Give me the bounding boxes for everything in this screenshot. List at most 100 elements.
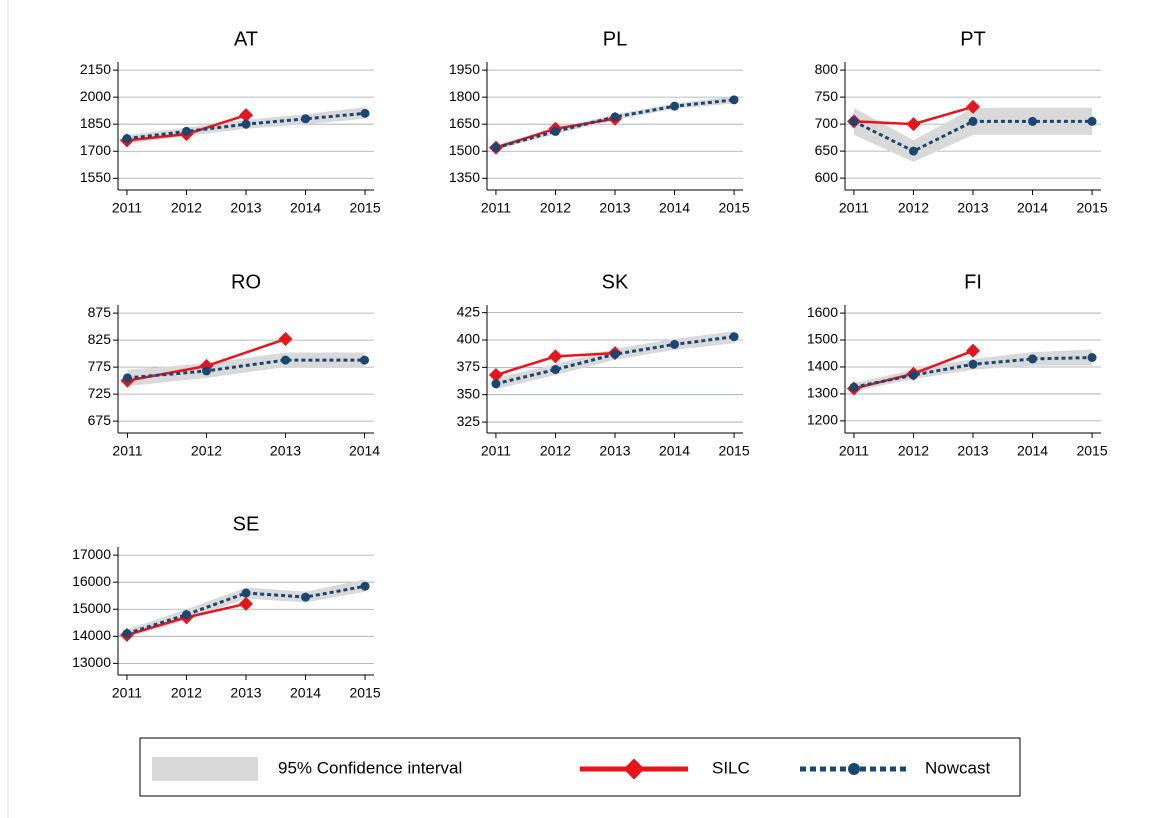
x-tick-label: 2013	[270, 443, 301, 459]
data-point	[548, 349, 563, 364]
x-tick-label: 2014	[659, 443, 690, 459]
data-point	[301, 592, 311, 602]
x-tick-label: 2013	[599, 443, 630, 459]
data-point	[360, 355, 370, 365]
y-tick-label: 1850	[80, 115, 111, 131]
data-point	[908, 146, 918, 156]
y-tick-label: 1500	[807, 331, 838, 347]
panel-title: SE	[233, 513, 260, 535]
panel-title: AT	[234, 28, 258, 50]
panel-title: PL	[603, 28, 627, 50]
y-tick-label: 725	[88, 385, 112, 401]
data-point	[239, 108, 253, 123]
y-tick-label: 1600	[807, 304, 838, 320]
data-point	[729, 95, 739, 105]
series-line	[126, 584, 366, 636]
data-point	[239, 596, 253, 611]
x-tick-label: 2011	[481, 443, 511, 459]
x-tick-label: 2011	[481, 200, 511, 216]
data-point	[849, 382, 859, 392]
data-point	[966, 99, 980, 114]
data-point	[1028, 354, 1038, 364]
y-tick-label: 2150	[80, 61, 111, 77]
data-point	[1028, 116, 1038, 126]
data-point	[729, 332, 739, 342]
x-tick-label: 2015	[349, 200, 380, 216]
y-tick-label: 325	[457, 413, 481, 429]
x-tick-label: 2012	[898, 200, 929, 216]
x-tick-label: 2012	[540, 200, 571, 216]
y-tick-label: 600	[815, 169, 839, 185]
data-point	[281, 355, 291, 365]
x-tick-label: 2015	[1076, 200, 1107, 216]
x-tick-label: 2012	[191, 443, 222, 459]
y-tick-label: 16000	[72, 573, 111, 589]
data-point	[968, 116, 978, 126]
y-tick-label: 750	[815, 88, 839, 104]
legend-marker	[848, 763, 860, 775]
data-point	[610, 349, 620, 359]
panel-title: RO	[231, 271, 261, 293]
x-tick-label: 2013	[230, 200, 261, 216]
series-line	[127, 358, 365, 380]
y-tick-label: 1550	[80, 169, 111, 185]
y-tick-label: 1400	[807, 358, 838, 374]
legend-swatch	[152, 757, 258, 781]
legend-label: SILC	[712, 758, 750, 777]
legend-label: Nowcast	[925, 758, 990, 777]
data-point	[122, 373, 132, 383]
x-tick-label: 2014	[290, 685, 321, 701]
data-point	[201, 366, 211, 376]
x-tick-label: 2014	[659, 200, 690, 216]
data-point	[966, 343, 980, 358]
y-tick-label: 14000	[72, 627, 111, 643]
data-point	[122, 134, 132, 144]
x-tick-label: 2014	[290, 200, 321, 216]
x-tick-label: 2011	[839, 443, 869, 459]
panel-title: SK	[602, 271, 629, 293]
x-tick-label: 2012	[171, 200, 202, 216]
data-point	[241, 588, 251, 598]
panel-title: PT	[960, 28, 986, 50]
x-tick-label: 2015	[718, 200, 749, 216]
y-tick-label: 775	[88, 358, 112, 374]
data-point	[301, 114, 311, 124]
y-tick-label: 1700	[80, 142, 111, 158]
x-tick-label: 2014	[1017, 200, 1048, 216]
x-tick-label: 2013	[957, 200, 988, 216]
y-tick-label: 15000	[72, 600, 111, 616]
y-tick-label: 875	[88, 304, 112, 320]
data-point	[670, 339, 680, 349]
y-tick-label: 825	[88, 331, 112, 347]
x-tick-label: 2015	[718, 443, 749, 459]
x-tick-label: 2011	[839, 200, 869, 216]
data-point	[360, 108, 370, 118]
data-point	[849, 116, 859, 126]
data-point	[1087, 353, 1097, 363]
x-tick-label: 2012	[540, 443, 571, 459]
data-point	[491, 143, 501, 153]
legend-marker	[623, 758, 645, 780]
y-tick-label: 17000	[72, 546, 111, 562]
x-tick-label: 2011	[112, 200, 142, 216]
x-tick-label: 2015	[349, 685, 380, 701]
y-tick-label: 1300	[807, 385, 838, 401]
data-point	[908, 370, 918, 380]
y-tick-label: 650	[815, 142, 839, 158]
y-tick-label: 400	[457, 331, 481, 347]
y-tick-label: 2000	[80, 88, 111, 104]
y-tick-label: 350	[457, 385, 481, 401]
legend-label: 95% Confidence interval	[278, 758, 462, 777]
x-tick-label: 2011	[112, 443, 142, 459]
data-point	[181, 610, 191, 620]
x-tick-label: 2015	[1076, 443, 1107, 459]
data-point	[488, 368, 503, 383]
x-tick-label: 2013	[230, 685, 261, 701]
y-tick-label: 13000	[72, 654, 111, 670]
x-tick-label: 2012	[171, 685, 202, 701]
data-point	[122, 629, 132, 639]
x-tick-label: 2013	[957, 443, 988, 459]
x-tick-label: 2014	[1017, 443, 1048, 459]
data-point	[181, 126, 191, 136]
